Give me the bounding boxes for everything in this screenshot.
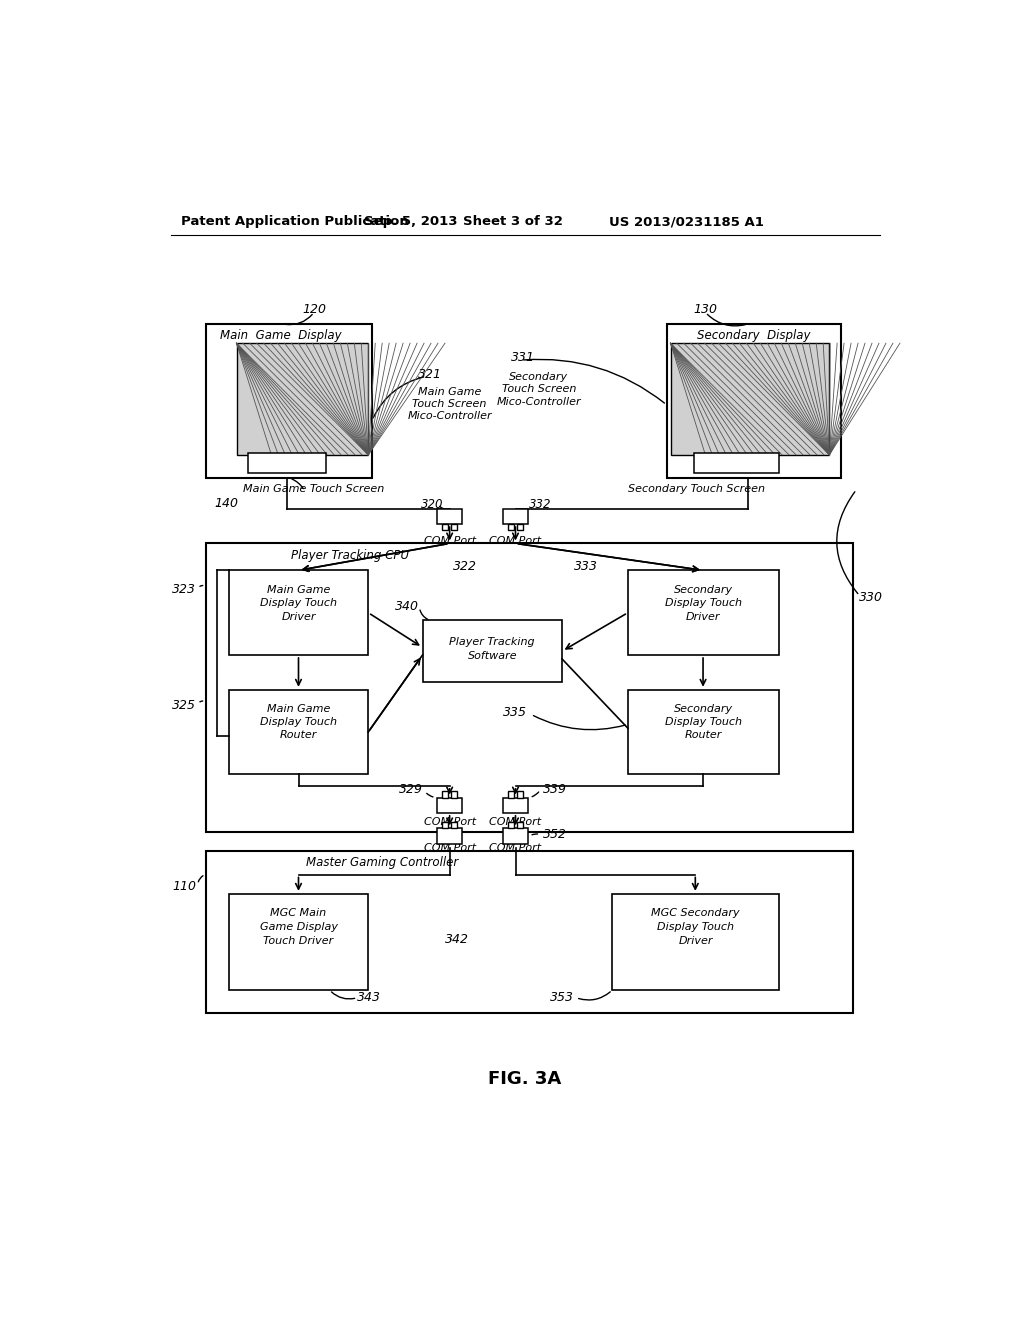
Text: Software: Software	[467, 651, 517, 661]
Text: Secondary Touch Screen: Secondary Touch Screen	[628, 484, 765, 495]
Text: Display Touch: Display Touch	[665, 717, 742, 727]
Text: Touch Screen: Touch Screen	[502, 384, 575, 395]
Text: Game Display: Game Display	[259, 921, 338, 932]
Bar	[228, 894, 369, 990]
Text: 110: 110	[172, 879, 197, 892]
Text: 343: 343	[356, 991, 381, 1005]
Text: Main Game: Main Game	[267, 585, 330, 595]
Text: 352: 352	[543, 828, 566, 841]
Bar	[671, 343, 829, 455]
Text: 342: 342	[445, 933, 469, 946]
Bar	[423, 620, 562, 682]
Text: Main Game Touch Screen: Main Game Touch Screen	[243, 484, 384, 495]
Bar	[612, 894, 779, 990]
Bar	[693, 453, 779, 473]
Bar	[517, 524, 523, 531]
Text: MGC Secondary: MGC Secondary	[651, 908, 740, 917]
Bar	[508, 792, 514, 797]
Text: Display Touch: Display Touch	[260, 598, 337, 609]
Bar	[206, 851, 853, 1014]
Bar	[442, 822, 449, 829]
Text: Secondary: Secondary	[674, 704, 733, 714]
Text: Secondary: Secondary	[509, 372, 568, 381]
Bar	[508, 822, 514, 829]
Text: 339: 339	[543, 783, 566, 796]
Text: Main Game: Main Game	[418, 387, 481, 397]
Text: 320: 320	[421, 499, 443, 511]
Text: Router: Router	[685, 730, 722, 741]
Bar	[671, 343, 829, 455]
Bar	[437, 797, 462, 813]
Text: 322: 322	[454, 560, 477, 573]
Text: 335: 335	[503, 706, 527, 719]
Text: Touch Driver: Touch Driver	[263, 936, 334, 945]
Bar	[628, 570, 779, 655]
Text: Patent Application Publication: Patent Application Publication	[180, 215, 409, 228]
Bar	[503, 829, 528, 843]
Text: Driver: Driver	[686, 611, 721, 622]
Bar	[452, 822, 458, 829]
Bar	[228, 689, 369, 775]
Text: 323: 323	[172, 583, 197, 597]
Bar	[206, 323, 372, 478]
Text: FIG. 3A: FIG. 3A	[488, 1069, 561, 1088]
Text: Player Tracking: Player Tracking	[450, 638, 536, 647]
Bar	[517, 822, 523, 829]
Bar	[237, 343, 369, 455]
Bar	[206, 544, 853, 832]
Text: COM Port: COM Port	[489, 817, 542, 828]
Text: 140: 140	[215, 496, 239, 510]
Text: 120: 120	[302, 302, 326, 315]
Text: 321: 321	[418, 367, 442, 380]
Text: 329: 329	[398, 783, 423, 796]
Text: 333: 333	[573, 560, 598, 573]
Text: Router: Router	[280, 730, 317, 741]
Text: Driver: Driver	[282, 611, 315, 622]
Text: 340: 340	[394, 601, 419, 612]
Text: Display Touch: Display Touch	[657, 921, 734, 932]
Text: 332: 332	[529, 499, 552, 511]
Text: 330: 330	[859, 591, 883, 603]
Text: Display Touch: Display Touch	[665, 598, 742, 609]
Text: Driver: Driver	[679, 936, 713, 945]
Bar	[248, 453, 326, 473]
Text: Mico-Controller: Mico-Controller	[408, 412, 492, 421]
Text: COM Port: COM Port	[424, 843, 476, 853]
Text: US 2013/0231185 A1: US 2013/0231185 A1	[608, 215, 764, 228]
Text: Display Touch: Display Touch	[260, 717, 337, 727]
Text: 130: 130	[693, 302, 718, 315]
Text: COM Port: COM Port	[424, 536, 476, 546]
Text: Main Game: Main Game	[267, 704, 330, 714]
Bar	[503, 797, 528, 813]
Text: Mico-Controller: Mico-Controller	[497, 397, 581, 407]
Text: COM Port: COM Port	[489, 843, 542, 853]
Text: Player Tracking CPU: Player Tracking CPU	[291, 549, 409, 562]
Text: Secondary: Secondary	[674, 585, 733, 595]
Text: MGC Main: MGC Main	[270, 908, 327, 917]
Text: Sep. 5, 2013: Sep. 5, 2013	[365, 215, 458, 228]
Bar	[437, 829, 462, 843]
Text: COM Port: COM Port	[489, 536, 542, 546]
Bar	[452, 792, 458, 797]
Text: Main  Game  Display: Main Game Display	[220, 329, 342, 342]
Text: 331: 331	[511, 351, 536, 363]
Bar	[628, 689, 779, 775]
Bar	[442, 792, 449, 797]
Bar	[228, 570, 369, 655]
Text: Master Gaming Controller: Master Gaming Controller	[306, 857, 459, 870]
Bar	[508, 524, 514, 531]
Bar	[437, 508, 462, 524]
Text: 353: 353	[550, 991, 573, 1005]
Text: COM Port: COM Port	[424, 817, 476, 828]
Bar	[237, 343, 369, 455]
Bar	[667, 323, 841, 478]
Bar	[503, 508, 528, 524]
Bar	[452, 524, 458, 531]
Text: Secondary  Display: Secondary Display	[697, 329, 811, 342]
Bar	[442, 524, 449, 531]
Text: Touch Screen: Touch Screen	[413, 399, 486, 409]
Bar	[517, 792, 523, 797]
Text: Sheet 3 of 32: Sheet 3 of 32	[463, 215, 563, 228]
Text: 325: 325	[172, 698, 197, 711]
